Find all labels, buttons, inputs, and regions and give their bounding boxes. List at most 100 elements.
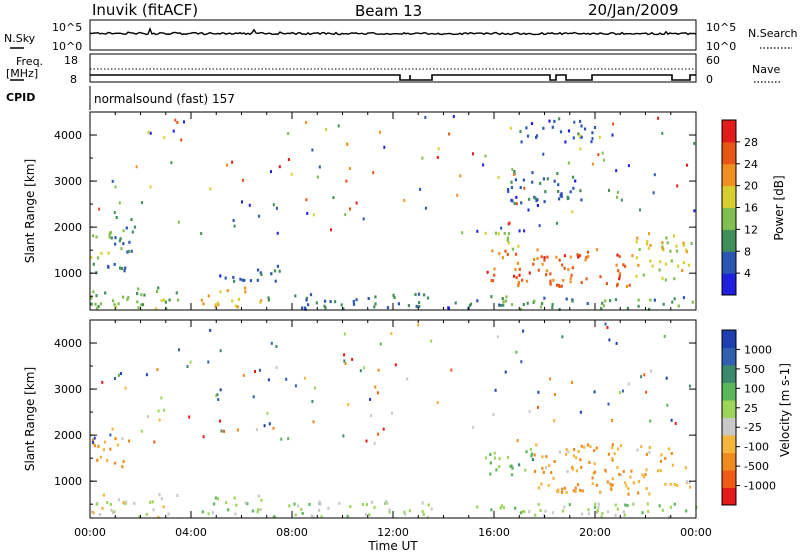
station-title: Inuvik (fitACF) xyxy=(92,1,198,19)
data-cell xyxy=(511,247,514,251)
x-tick-label: 00:00 xyxy=(680,526,712,539)
data-cell xyxy=(130,249,133,253)
velocity-panel-frame xyxy=(90,320,696,518)
data-cell xyxy=(287,132,290,135)
colorbar-swatch xyxy=(722,487,736,506)
data-cell xyxy=(275,206,278,210)
data-cell xyxy=(553,179,556,183)
data-cell xyxy=(549,279,552,283)
data-cell xyxy=(661,276,664,280)
data-cell xyxy=(93,444,96,448)
data-cell xyxy=(312,515,315,519)
data-cell xyxy=(518,267,521,271)
data-cell xyxy=(535,134,539,138)
data-cell xyxy=(659,469,662,473)
data-cell xyxy=(577,449,580,453)
data-cell xyxy=(108,235,111,239)
data-cell xyxy=(307,303,310,307)
data-cell xyxy=(293,502,296,506)
data-cell xyxy=(526,134,530,138)
data-cell xyxy=(593,462,596,466)
data-cell xyxy=(527,208,530,212)
data-cell xyxy=(521,278,524,282)
data-cell xyxy=(241,200,243,204)
y-tick-label: 3000 xyxy=(54,175,82,188)
nave-tick-top: 60 xyxy=(706,54,720,67)
colorbar-swatch xyxy=(722,120,736,143)
y-tick-label: 1000 xyxy=(54,475,82,488)
colorbar-swatch xyxy=(722,470,736,488)
data-cell xyxy=(648,446,651,449)
data-cell xyxy=(135,165,138,169)
data-cell xyxy=(593,449,596,453)
data-cell xyxy=(537,405,539,409)
data-cell xyxy=(510,180,513,184)
data-cell xyxy=(598,135,601,139)
data-cell xyxy=(675,244,678,248)
data-cell xyxy=(673,502,676,506)
data-cell xyxy=(111,427,114,431)
data-cell xyxy=(97,305,100,309)
data-cell xyxy=(325,128,327,132)
data-cell xyxy=(572,454,575,458)
data-cell xyxy=(643,373,646,377)
data-cell xyxy=(611,443,614,447)
data-cell xyxy=(606,480,609,484)
data-cell xyxy=(152,508,155,512)
colorbar-swatch xyxy=(722,417,736,436)
data-cell xyxy=(107,251,110,255)
data-cell xyxy=(313,386,316,390)
data-cell xyxy=(424,206,427,210)
data-cell xyxy=(691,300,694,304)
data-cell xyxy=(476,229,479,233)
data-cell xyxy=(301,306,304,310)
data-cell xyxy=(648,450,651,454)
data-cell xyxy=(386,501,389,505)
data-cell xyxy=(111,179,114,183)
data-cell xyxy=(595,446,598,450)
data-cell xyxy=(113,303,116,307)
data-cell xyxy=(523,186,526,190)
data-cell xyxy=(352,302,356,306)
data-cell xyxy=(359,369,362,373)
data-cell xyxy=(608,338,611,342)
data-cell xyxy=(219,349,222,353)
data-cell xyxy=(520,201,523,205)
data-cell xyxy=(658,504,661,508)
data-cell xyxy=(127,249,130,253)
data-cell xyxy=(365,503,368,507)
data-cell xyxy=(163,298,166,302)
data-cell xyxy=(231,160,234,164)
data-cell xyxy=(118,239,121,243)
data-cell xyxy=(120,247,123,251)
x-axis-label: Time UT xyxy=(367,539,418,553)
data-cell xyxy=(437,147,440,151)
data-cell xyxy=(244,286,247,290)
data-cell xyxy=(117,302,120,306)
data-cell xyxy=(493,273,496,277)
data-cell xyxy=(379,130,382,134)
data-cell xyxy=(305,198,308,202)
cpid-label: CPID xyxy=(6,91,35,104)
data-cell xyxy=(493,267,496,271)
data-cell xyxy=(423,293,426,297)
data-cell xyxy=(536,198,539,202)
data-cell xyxy=(421,510,424,514)
data-cell xyxy=(554,393,556,396)
data-cell xyxy=(650,369,652,373)
data-cell xyxy=(136,300,139,304)
data-cell xyxy=(140,429,143,433)
data-cell xyxy=(207,512,210,516)
data-cell xyxy=(495,468,498,472)
data-cell xyxy=(362,217,365,221)
data-cell xyxy=(556,283,559,287)
data-cell xyxy=(537,503,540,506)
data-cell xyxy=(666,241,669,245)
data-cell xyxy=(572,136,575,140)
data-cell xyxy=(584,258,587,262)
data-cell xyxy=(664,262,667,266)
data-cell xyxy=(556,221,558,225)
data-cell xyxy=(114,305,117,309)
data-cell xyxy=(689,485,692,489)
data-cell xyxy=(604,322,607,326)
